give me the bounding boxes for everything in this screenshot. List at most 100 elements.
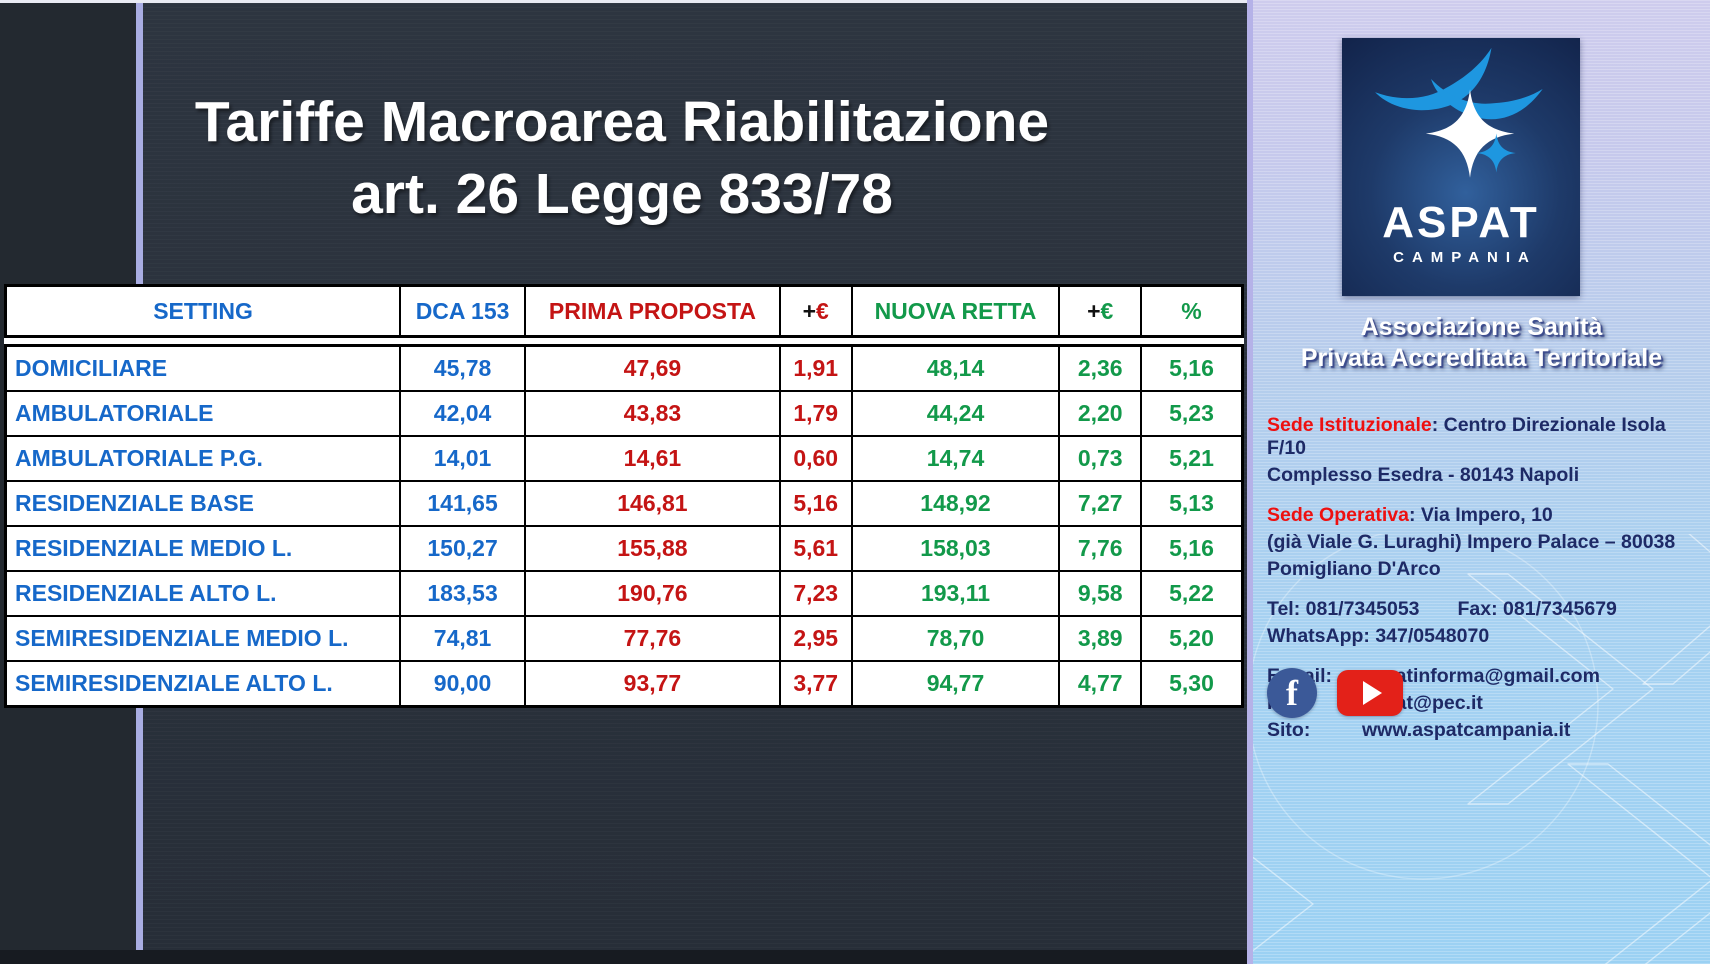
table-row: DOMICILIARE 45,78 47,69 1,91 48,14 2,36 … [4,344,1244,392]
setting-cell: SEMIRESIDENZIALE ALTO L. [4,660,402,708]
delta-euro-2-cell: 4,77 [1058,660,1143,708]
percent-cell: 5,22 [1140,570,1244,617]
bottom-dark-strip [0,950,1253,964]
dca153-cell: 74,81 [399,615,527,662]
delta-euro-cell: 7,23 [778,570,853,617]
header-delta-euro-green: +€ [1058,284,1143,338]
header-dca-153: DCA 153 [399,284,527,338]
delta-euro-cell: 1,91 [778,344,853,392]
sede-istituzionale: Sede Istituzionale: Centro Direzionale I… [1267,414,1701,487]
table-row: RESIDENZIALE BASE 141,65 146,81 5,16 148… [4,480,1244,527]
table-row: SEMIRESIDENZIALE ALTO L. 90,00 93,77 3,7… [4,660,1244,708]
setting-cell: SEMIRESIDENZIALE MEDIO L. [4,615,402,662]
table-row: AMBULATORIALE P.G. 14,01 14,61 0,60 14,7… [4,435,1244,482]
setting-cell: RESIDENZIALE BASE [4,480,402,527]
euro-symbol: € [816,297,829,324]
sede-operativa: Sede Operativa: Via Impero, 10 (già Vial… [1267,504,1701,581]
delta-euro-2-cell: 2,20 [1058,390,1143,437]
association-line-1: Associazione Sanità [1360,313,1603,341]
sidebar-left-edge-stripe [1247,0,1253,964]
delta-euro-cell: 3,77 [778,660,853,708]
percent-cell: 5,30 [1140,660,1244,708]
phone-numbers: Tel: 081/7345053 Fax: 081/7345679 WhatsA… [1267,598,1701,648]
social-icons: f [1267,668,1403,718]
setting-cell: AMBULATORIALE [4,390,402,437]
tariff-table-body: DOMICILIARE 45,78 47,69 1,91 48,14 2,36 … [4,344,1244,708]
sito-value: www.aspatcampania.it [1362,719,1571,741]
logo-brand-text: ASPAT [1382,197,1540,247]
facebook-icon[interactable]: f [1267,668,1317,718]
sede-istituzionale-address-2: Complesso Esedra - 80143 Napoli [1267,464,1580,486]
dca153-cell: 150,27 [399,525,527,572]
tariff-table: SETTING DCA 153 PRIMA PROPOSTA +€ NUOVA … [4,284,1244,708]
header-percent: % [1140,284,1244,338]
nuova-retta-cell: 44,24 [850,390,1061,437]
delta-euro-2-cell: 7,76 [1058,525,1143,572]
table-row: RESIDENZIALE MEDIO L. 150,27 155,88 5,61… [4,525,1244,572]
delta-euro-cell: 0,60 [778,435,853,482]
setting-cell: RESIDENZIALE ALTO L. [4,570,402,617]
euro-symbol: € [1100,297,1114,324]
association-name: Associazione Sanità Privata Accreditata … [1253,312,1710,373]
nuova-retta-cell: 193,11 [850,570,1061,617]
setting-cell: AMBULATORIALE P.G. [4,435,402,482]
nuova-retta-cell: 94,77 [850,660,1061,708]
sede-operativa-label: Sede Operativa [1267,504,1409,526]
tariff-table-header: SETTING DCA 153 PRIMA PROPOSTA +€ NUOVA … [4,284,1244,338]
prima-proposta-cell: 14,61 [524,435,781,482]
percent-cell: 5,23 [1140,390,1244,437]
sede-istituzionale-label: Sede Istituzionale [1267,414,1432,436]
dca153-cell: 14,01 [399,435,527,482]
dca153-cell: 90,00 [399,660,527,708]
delta-euro-2-cell: 0,73 [1058,435,1143,482]
sail-star-icon [1375,48,1543,179]
prima-proposta-cell: 190,76 [524,570,781,617]
dca153-cell: 141,65 [399,480,527,527]
plus-sign: + [1087,297,1101,324]
sede-operativa-address-3: Pomigliano D'Arco [1267,558,1441,580]
table-row: RESIDENZIALE ALTO L. 183,53 190,76 7,23 … [4,570,1244,617]
sede-operativa-address: : Via Impero, 10 [1408,504,1553,526]
association-line-2: Privata Accreditata Territoriale [1300,343,1663,372]
percent-cell: 5,20 [1140,615,1244,662]
dca153-cell: 183,53 [399,570,527,617]
play-triangle-icon [1362,681,1382,705]
setting-cell: RESIDENZIALE MEDIO L. [4,525,402,572]
sito-label: Sito: [1267,719,1311,741]
youtube-icon[interactable] [1337,670,1403,716]
header-nuova-retta: NUOVA RETTA [850,284,1061,338]
header-body-gap [4,338,1244,344]
logo-region-text: CAMPANIA [1393,248,1537,266]
prima-proposta-cell: 155,88 [524,525,781,572]
delta-euro-cell: 2,95 [778,615,853,662]
percent-cell: 5,16 [1140,344,1244,392]
fax-number: Fax: 081/7345679 [1457,598,1617,620]
whatsapp-number: WhatsApp: 347/0548070 [1267,625,1490,647]
prima-proposta-cell: 43,83 [524,390,781,437]
plus-sign: + [802,297,817,324]
title-line-1: Tariffe Macroarea Riabilitazione [194,90,1050,154]
prima-proposta-cell: 47,69 [524,344,781,392]
nuova-retta-cell: 14,74 [850,435,1061,482]
delta-euro-cell: 5,16 [778,480,853,527]
sidebar: ASPAT CAMPANIA Associazione Sanità Priva… [1253,0,1710,964]
telephone-number: Tel: 081/7345053 [1267,598,1420,620]
top-edge-line [0,0,1253,3]
header-setting: SETTING [4,284,402,338]
delta-euro-cell: 1,79 [778,390,853,437]
percent-cell: 5,16 [1140,525,1244,572]
prima-proposta-cell: 77,76 [524,615,781,662]
table-row: AMBULATORIALE 42,04 43,83 1,79 44,24 2,2… [4,390,1244,437]
aspat-logo: ASPAT CAMPANIA [1342,38,1580,296]
table-row: SEMIRESIDENZIALE MEDIO L. 74,81 77,76 2,… [4,615,1244,662]
delta-euro-2-cell: 2,36 [1058,344,1143,392]
dca153-cell: 42,04 [399,390,527,437]
tariff-table-data: DOMICILIARE 45,78 47,69 1,91 48,14 2,36 … [4,344,1244,708]
delta-euro-2-cell: 3,89 [1058,615,1143,662]
setting-cell: DOMICILIARE [4,344,402,392]
title-line-2: art. 26 Legge 833/78 [351,162,893,227]
nuova-retta-cell: 48,14 [850,344,1061,392]
percent-cell: 5,13 [1140,480,1244,527]
header-delta-euro-red: +€ [778,284,853,338]
header-prima-proposta: PRIMA PROPOSTA [524,284,781,338]
